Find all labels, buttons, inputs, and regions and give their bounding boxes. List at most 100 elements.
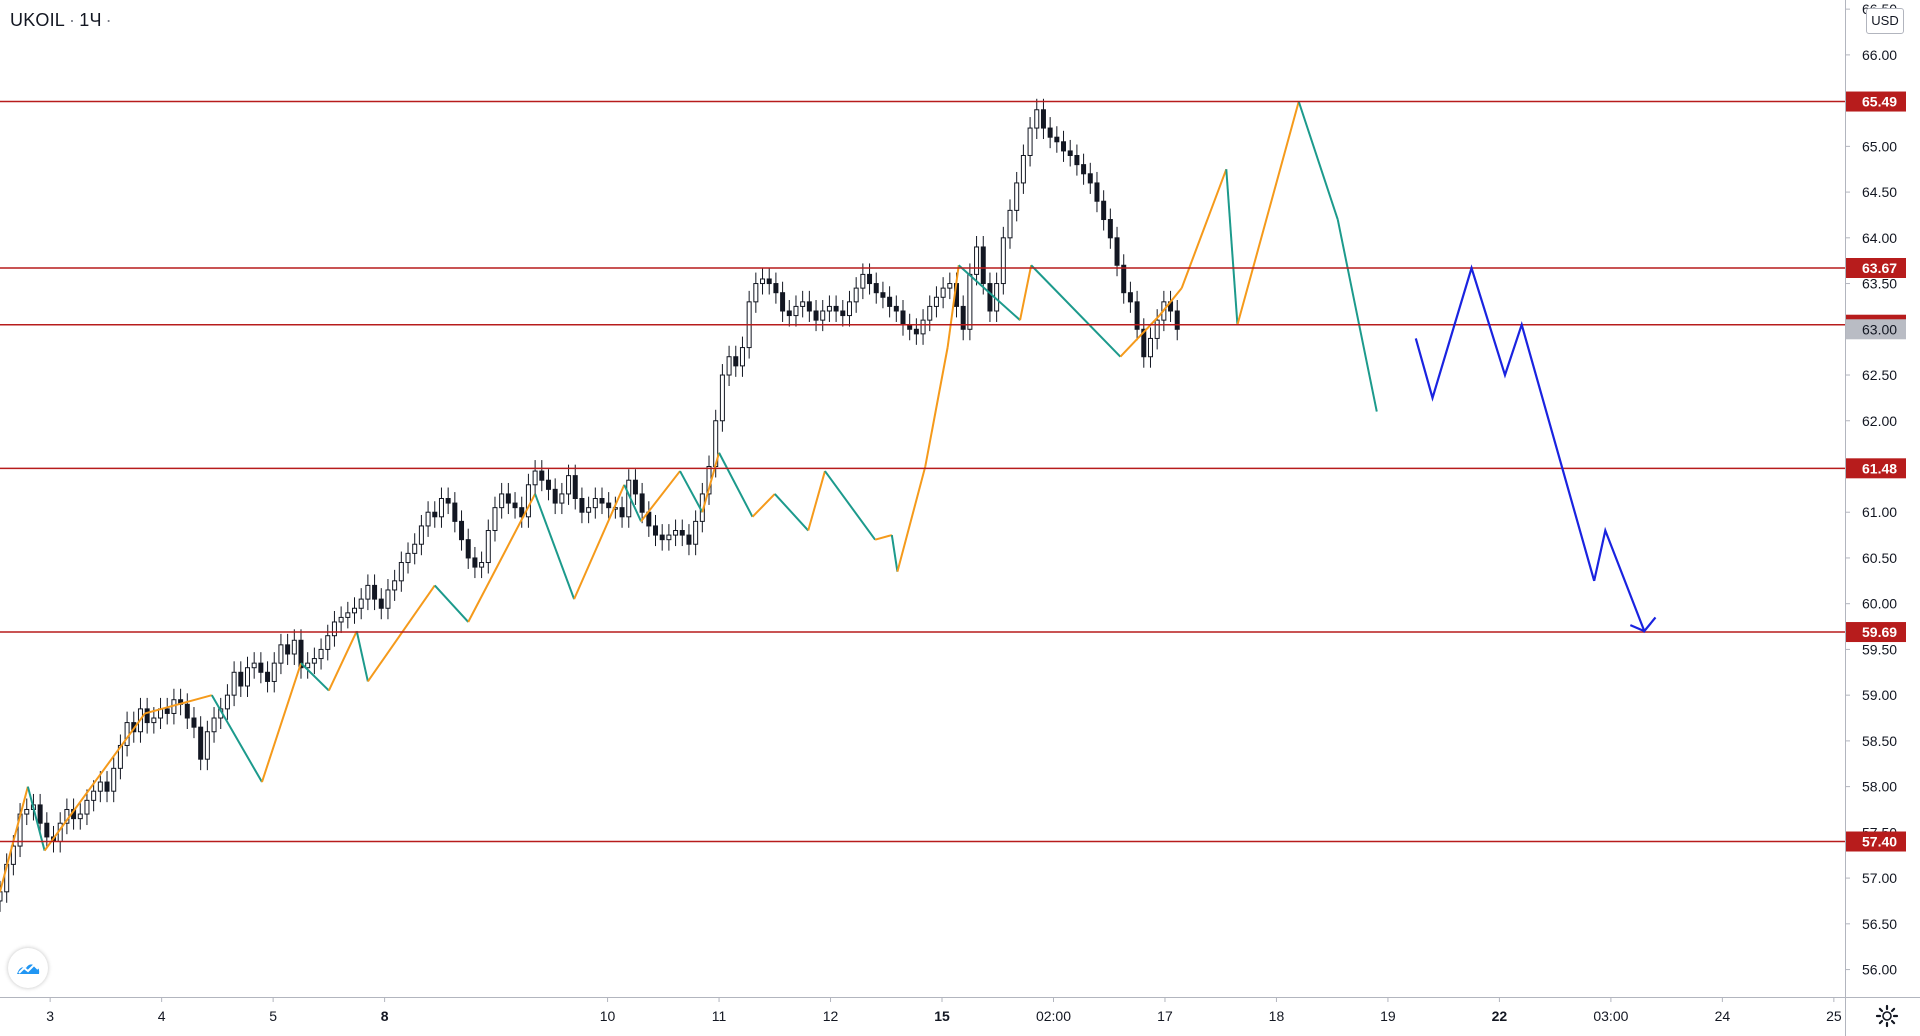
candle-body (1174, 310, 1180, 330)
level-price-label: 65.49 (1862, 94, 1897, 110)
zigzag-leg (210, 694, 263, 783)
price-axis-label: 56.50 (1862, 916, 1897, 932)
zigzag-leg (1225, 169, 1239, 325)
candle-body (525, 484, 531, 518)
candle-body (686, 534, 692, 545)
time-axis-label: 18 (1269, 1008, 1285, 1024)
time-axis-label: 02:00 (1036, 1008, 1071, 1024)
zigzag-leg (0, 786, 29, 893)
zigzag-leg (924, 347, 949, 467)
candle-body (278, 644, 284, 664)
candle-body (980, 246, 986, 285)
candle-body (378, 598, 384, 609)
level-price-badge (1846, 258, 1906, 279)
symbol-name: UKOIL (10, 10, 66, 30)
candle-body (820, 310, 826, 321)
price-axis-label: 62.50 (1862, 367, 1897, 383)
zigzag-leg (874, 534, 893, 541)
price-axis-label: 59.50 (1862, 641, 1897, 657)
candle-body (920, 319, 926, 335)
candle-body (452, 502, 458, 522)
candle-body (606, 502, 612, 509)
candle-body (358, 598, 364, 609)
time-axis-label: 8 (381, 1008, 389, 1024)
candle-body (124, 722, 130, 746)
price-axis-label: 64.00 (1862, 230, 1897, 246)
price-axis-label: 60.00 (1862, 596, 1897, 612)
zigzag-leg (1236, 101, 1300, 325)
candle-body (164, 708, 170, 714)
candle-body (258, 662, 264, 673)
candle-body (1027, 127, 1033, 156)
price-axis-label: 59.00 (1862, 687, 1897, 703)
candle-body (673, 530, 679, 536)
candle-body (987, 283, 993, 312)
candle-body (933, 296, 939, 307)
zigzag-leg (355, 630, 369, 682)
candle-body (726, 356, 732, 376)
price-axis-label: 58.50 (1862, 733, 1897, 749)
zigzag-leg (43, 712, 146, 852)
candle-body (492, 507, 498, 532)
candle-body (833, 305, 839, 312)
zigzag-leg (774, 493, 809, 532)
candle-body (238, 671, 244, 687)
candle-body (960, 305, 966, 330)
candle-body (37, 804, 43, 824)
candle-body (860, 273, 866, 289)
candle-body (559, 493, 565, 504)
price-axis-label: 62.00 (1862, 413, 1897, 429)
candle-body (438, 498, 444, 518)
tradingview-logo-icon[interactable] (8, 948, 48, 988)
candle-body (940, 287, 946, 298)
candle-body (104, 781, 110, 792)
settings-gear-icon[interactable] (1874, 1003, 1900, 1029)
candle-body (385, 589, 391, 609)
candle-body (10, 845, 16, 865)
candle-body (679, 530, 685, 536)
candle-body (425, 511, 431, 527)
candle-body (291, 639, 297, 655)
zigzag-leg (300, 662, 330, 692)
currency-button[interactable]: USD (1866, 8, 1904, 34)
candle-body (739, 347, 745, 367)
candle-body (873, 283, 879, 294)
zigzag-leg (701, 452, 721, 513)
time-axis-label: 4 (158, 1008, 166, 1024)
level-price-badge (1846, 622, 1906, 643)
candle-body (967, 273, 973, 330)
last-price-badge (1846, 319, 1906, 340)
zigzag-leg (896, 466, 927, 572)
zigzag-leg (1030, 264, 1122, 358)
candle-body (432, 511, 438, 518)
candle-body (766, 278, 772, 285)
zigzag-leg (367, 584, 436, 683)
candle-body (485, 530, 491, 564)
candle-body (392, 580, 398, 591)
candle-body (1087, 173, 1093, 184)
candle-body (592, 498, 598, 509)
candle-body (800, 301, 806, 307)
zigzag-leg (640, 470, 681, 522)
candle-body (285, 644, 291, 655)
candle-body (619, 507, 625, 518)
price-axis-label: 61.00 (1862, 504, 1897, 520)
zigzag-leg (1297, 101, 1339, 220)
candle-body (519, 507, 525, 518)
candle-body (191, 717, 197, 728)
candle-body (111, 767, 117, 792)
candle-body (1014, 182, 1020, 211)
level-price-badge (1846, 91, 1906, 112)
candle-body (1074, 154, 1080, 166)
zigzag-leg (824, 470, 876, 541)
level-price-badge (1846, 458, 1906, 479)
forecast-arrowhead (1629, 624, 1645, 633)
time-axis-label: 19 (1380, 1008, 1396, 1024)
candle-body (1154, 319, 1160, 339)
candle-body (653, 525, 659, 536)
candle-body (198, 726, 204, 760)
candle-body (144, 708, 150, 724)
candle-body (1020, 154, 1026, 184)
time-axis-label: 22 (1492, 1008, 1508, 1024)
